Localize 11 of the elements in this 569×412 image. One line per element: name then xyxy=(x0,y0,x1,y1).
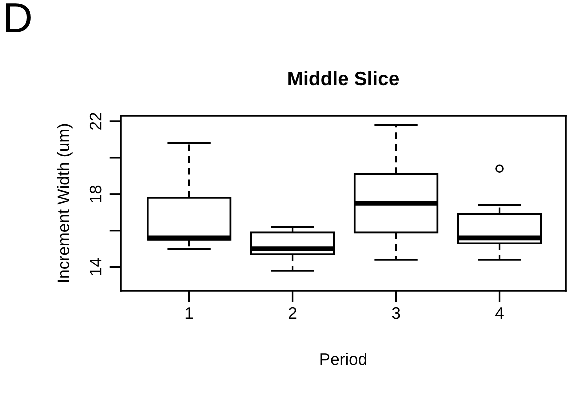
x-axis-title: Period xyxy=(320,353,367,366)
y-tick-label: 14 xyxy=(90,258,102,276)
y-axis-title: Increment Width (um) xyxy=(57,124,73,282)
x-tick-label: 1 xyxy=(186,308,194,320)
x-tick-label: 3 xyxy=(392,307,400,320)
x-tick-label: 2 xyxy=(288,307,297,320)
chart-title: Middle Slice xyxy=(288,71,400,86)
y-tick-label: 22 xyxy=(90,113,102,130)
text: D xyxy=(6,4,31,32)
x-tick-label: 4 xyxy=(496,308,504,320)
y-tick-label: 18 xyxy=(90,186,102,202)
